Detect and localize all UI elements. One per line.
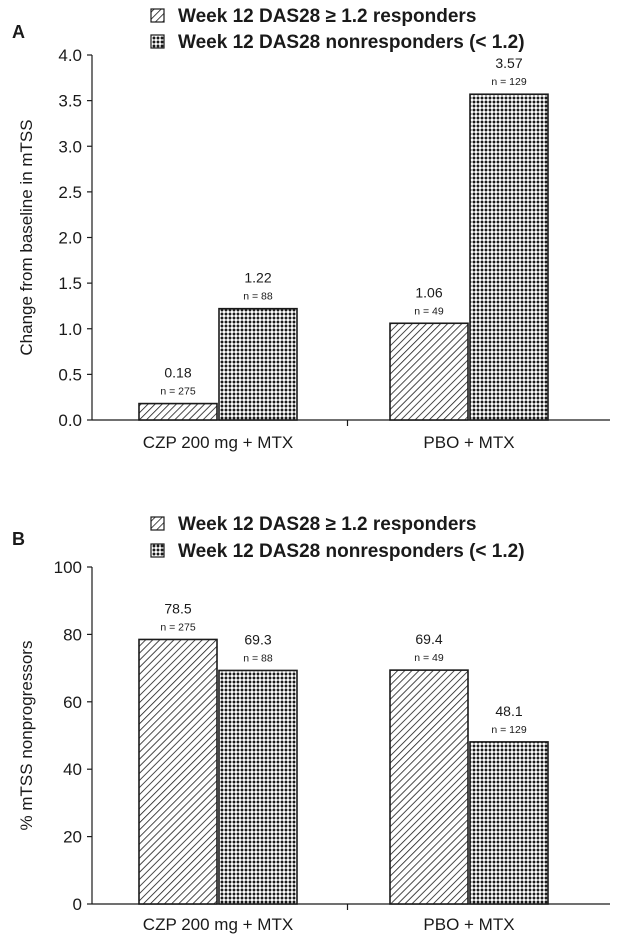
y-tick-label: 3.5 <box>58 92 82 111</box>
bar <box>218 307 298 421</box>
y-tick-label: 60 <box>63 693 82 712</box>
y-tick-label: 0.0 <box>58 411 82 430</box>
bar-value-label: 48.1 <box>495 703 522 719</box>
legend-swatch-hatch <box>150 8 165 23</box>
bar <box>389 322 469 421</box>
y-tick-label: 100 <box>54 558 82 577</box>
y-tick-label: 3.0 <box>58 137 82 156</box>
bar-value-label: 69.3 <box>244 631 271 647</box>
bar-value-label: 0.18 <box>164 365 191 381</box>
y-tick-label: 4.0 <box>58 46 82 65</box>
bar-n-label: n = 88 <box>243 291 273 303</box>
y-tick-label: 80 <box>63 625 82 644</box>
y-tick-label: 0.5 <box>58 365 82 384</box>
legend-label: Week 12 DAS28 ≥ 1.2 responders <box>178 514 476 535</box>
bar <box>138 638 218 905</box>
bar-value-label: 78.5 <box>164 600 191 616</box>
category-label: CZP 200 mg + MTX <box>143 433 293 452</box>
y-tick-label: 40 <box>63 760 82 779</box>
y-tick-label: 1.0 <box>58 320 82 339</box>
category-label: CZP 200 mg + MTX <box>143 915 293 934</box>
y-axis-label: Change from baseline in mTSS <box>17 119 36 355</box>
bar-n-label: n = 88 <box>243 652 273 664</box>
legend-label: Week 12 DAS28 ≥ 1.2 responders <box>178 6 476 27</box>
y-tick-label: 20 <box>63 828 82 847</box>
bar <box>389 669 469 905</box>
bar-n-label: n = 49 <box>414 652 444 664</box>
bar-n-label: n = 129 <box>491 724 526 736</box>
legend-swatch-dots <box>150 34 165 49</box>
legend-swatch-hatch <box>150 516 165 531</box>
bar <box>138 402 218 421</box>
panel-b: B Week 12 DAS28 ≥ 1.2 responders Week 12 D… <box>12 514 610 934</box>
y-tick-label: 0 <box>73 895 82 914</box>
bar-n-label: n = 275 <box>160 621 195 633</box>
panel-letter: A <box>12 22 25 42</box>
category-label: PBO + MTX <box>423 433 514 452</box>
legend-label: Week 12 DAS28 nonresponders (< 1.2) <box>178 541 525 562</box>
bar-value-label: 1.06 <box>415 284 442 300</box>
y-tick-label: 1.5 <box>58 274 82 293</box>
y-tick-label: 2.5 <box>58 183 82 202</box>
bar-value-label: 1.22 <box>244 270 271 286</box>
panel-letter: B <box>12 529 25 549</box>
y-tick-label: 2.0 <box>58 229 82 248</box>
panel-a: A Week 12 DAS28 ≥ 1.2 responders Week 12 D… <box>12 6 610 452</box>
bar-n-label: n = 275 <box>160 386 195 398</box>
bar <box>469 93 549 421</box>
bar-value-label: 3.57 <box>495 55 522 71</box>
bar-n-label: n = 129 <box>491 76 526 88</box>
bar-value-label: 69.4 <box>415 631 442 647</box>
category-label: PBO + MTX <box>423 915 514 934</box>
legend-swatch-dots <box>150 543 165 558</box>
bar-n-label: n = 49 <box>414 305 444 317</box>
bar <box>218 669 298 905</box>
bar <box>469 741 549 905</box>
legend-label: Week 12 DAS28 nonresponders (< 1.2) <box>178 32 525 53</box>
y-axis-label: % mTSS nonprogressors <box>17 641 36 831</box>
